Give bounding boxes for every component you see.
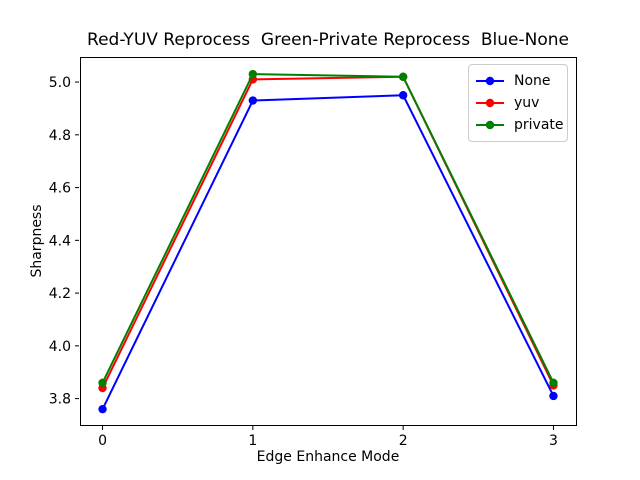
chart-title: Red-YUV Reprocess Green-Private Reproces… [87, 30, 569, 50]
series-line-None [101, 94, 555, 410]
y-tick-label: 4.4 [49, 233, 71, 249]
y-tick-label: 3.8 [49, 392, 71, 408]
legend-item: None [475, 70, 563, 92]
legend: None yuv private [468, 64, 568, 142]
y-tick-label: 4.8 [49, 128, 71, 144]
legend-label: None [514, 73, 551, 89]
y-tick-label: 4.6 [49, 181, 71, 197]
x-tick-label: 1 [248, 433, 257, 449]
y-tick-label: 4.2 [49, 286, 71, 302]
legend-line-marker-icon [476, 98, 504, 108]
data-point-private [549, 378, 558, 387]
data-point-None [398, 91, 408, 100]
legend-item: private [475, 114, 564, 136]
axes-frame [80, 57, 577, 426]
y-tick-label: 4.0 [49, 339, 71, 355]
x-tick-label: 0 [98, 433, 107, 449]
x-axis-label: Edge Enhance Mode [256, 449, 400, 465]
legend-line-marker-icon [476, 120, 504, 130]
data-point-None [98, 404, 107, 414]
y-axis-label: Sharpness [29, 204, 45, 278]
data-point-None [248, 96, 258, 105]
data-point-private [98, 378, 107, 387]
x-tick-label: 3 [549, 433, 558, 449]
x-tick-label: 2 [399, 433, 408, 449]
legend-label: yuv [514, 95, 540, 111]
data-point-private [398, 72, 408, 81]
legend-label: private [514, 117, 564, 133]
data-point-None [549, 391, 558, 401]
data-point-private [248, 69, 258, 79]
y-tick-label: 5.0 [49, 75, 71, 91]
legend-line-marker-icon [476, 76, 504, 86]
series-line-private [101, 73, 555, 384]
legend-item: yuv [475, 92, 563, 114]
